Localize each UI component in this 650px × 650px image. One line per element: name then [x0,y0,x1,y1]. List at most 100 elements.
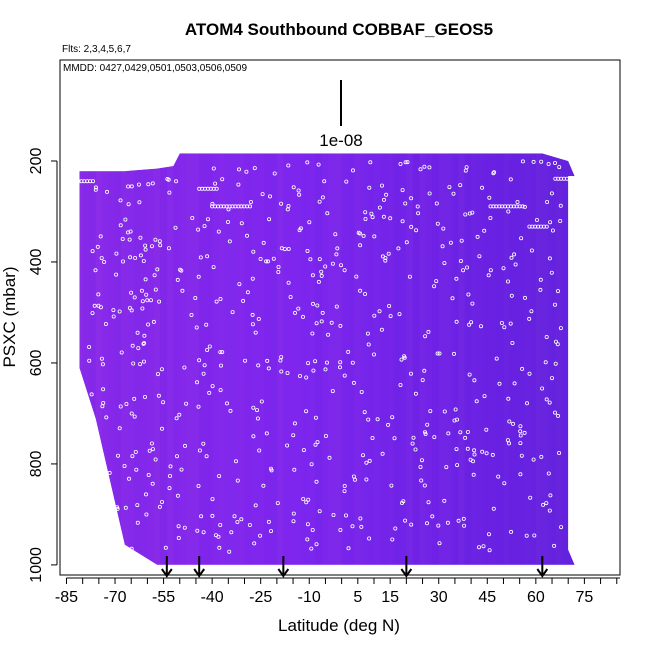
obs-marker [207,344,212,349]
obs-marker [379,183,384,188]
obs-marker [425,422,430,427]
obs-marker [409,522,414,527]
obs-marker [304,409,309,414]
obs-marker [550,376,555,381]
obs-marker [137,200,142,205]
obs-marker [494,356,499,361]
obs-marker [87,344,92,349]
obs-marker [398,161,403,166]
obs-marker [461,516,466,521]
obs-marker [291,433,296,438]
field-column [445,150,452,570]
obs-marker [346,546,351,551]
obs-marker [379,327,384,332]
obs-marker [129,411,134,416]
obs-marker [454,447,459,452]
obs-marker [143,492,148,497]
obs-marker [297,192,302,197]
field-column [140,150,148,570]
obs-marker [118,223,123,228]
obs-marker [267,217,272,222]
obs-marker [387,303,392,308]
obs-marker [138,253,143,258]
obs-marker [518,424,523,429]
obs-marker [304,500,309,505]
field-column [535,150,543,570]
obs-marker [377,205,382,210]
field-column [309,150,316,570]
obs-marker [496,474,501,479]
obs-marker [210,384,215,389]
obs-marker [428,409,433,414]
obs-marker [323,367,328,372]
obs-marker [182,365,187,370]
obs-marker [383,258,388,263]
obs-marker [143,243,148,248]
field-column [205,150,213,570]
obs-marker [440,244,445,249]
field-column [361,150,368,570]
field-column [192,150,200,570]
obs-marker [549,270,554,275]
obs-marker [313,359,318,364]
obs-marker [419,458,424,463]
field-mask [60,60,620,575]
obs-marker [282,247,287,252]
obs-marker [296,188,301,193]
obs-marker [518,433,523,438]
obs-marker [217,545,222,550]
obs-marker [389,483,394,488]
x-tick-label: -25 [249,589,272,606]
obs-marker [352,477,357,482]
obs-marker [490,452,495,457]
field-column [328,150,336,570]
obs-marker [538,287,543,292]
obs-marker [156,393,161,398]
obs-marker [90,430,95,435]
obs-marker [453,407,458,412]
obs-marker [423,334,428,339]
obs-marker [202,363,207,368]
field-column [296,150,303,570]
obs-marker [380,451,385,456]
obs-marker [155,267,160,272]
obs-marker [256,363,261,368]
obs-marker [196,274,201,279]
obs-marker [522,204,527,209]
obs-marker [326,332,331,337]
obs-marker [518,429,523,434]
obs-marker [539,454,544,459]
obs-marker [124,401,129,406]
obs-marker [466,292,471,297]
x-tick-label: 60 [527,589,545,606]
x-tick-label: -85 [55,589,78,606]
obs-marker [310,273,315,278]
field-column [283,150,290,570]
obs-marker [465,446,470,451]
obs-marker [251,434,256,439]
obs-marker [432,435,437,440]
obs-marker [448,240,453,245]
obs-marker [247,204,252,209]
obs-marker [487,195,492,200]
obs-marker [464,265,469,270]
y-tick-label: 800 [28,450,45,477]
obs-marker [506,209,511,214]
field-column [354,150,362,570]
obs-marker [132,295,137,300]
field-column [425,150,433,570]
field-column [529,150,536,570]
obs-marker [257,448,262,453]
obs-marker [357,231,362,236]
field-column [458,150,465,570]
obs-marker [292,421,297,426]
obs-marker [126,230,131,235]
obs-marker [491,506,496,511]
obs-marker [338,263,343,268]
field-column [335,150,342,570]
obs-marker [454,276,459,281]
obs-marker [292,467,297,472]
obs-marker [512,381,517,386]
obs-marker [354,274,359,279]
